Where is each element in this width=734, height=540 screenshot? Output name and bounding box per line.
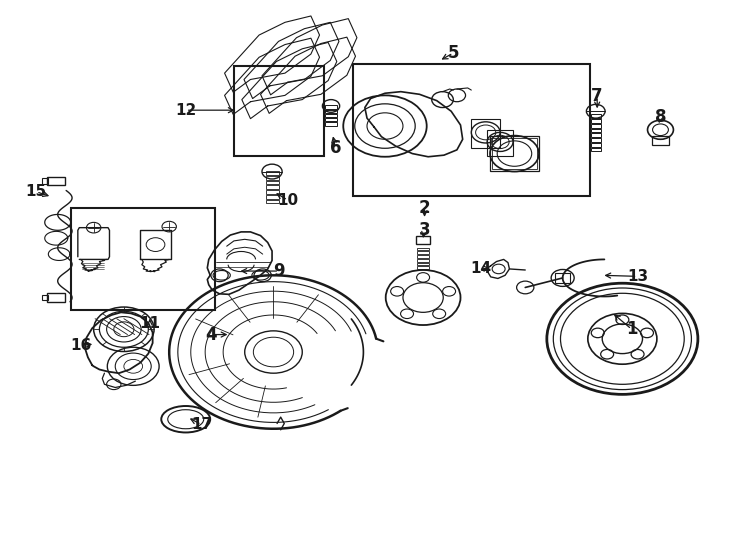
Bar (266, 180, 278, 184)
Bar (591, 133, 600, 137)
Text: 14: 14 (470, 261, 491, 276)
Bar (652, 136, 669, 145)
Bar (493, 138, 537, 170)
Bar (325, 110, 337, 113)
Bar (47, 293, 65, 302)
Text: 15: 15 (26, 184, 47, 199)
Bar (591, 129, 600, 132)
Bar (591, 124, 600, 127)
Bar (591, 148, 600, 151)
Text: 17: 17 (191, 417, 212, 432)
Bar (266, 171, 278, 175)
Bar (418, 262, 429, 265)
Bar (266, 190, 278, 194)
Text: 4: 4 (205, 326, 217, 343)
Bar (325, 105, 337, 109)
Text: 10: 10 (277, 193, 299, 208)
Text: 6: 6 (330, 139, 341, 157)
Bar (418, 252, 429, 254)
Text: 1: 1 (626, 320, 637, 338)
Bar (418, 266, 429, 269)
Text: 11: 11 (139, 316, 160, 332)
Bar (325, 123, 337, 125)
Text: 2: 2 (418, 199, 430, 217)
Bar (325, 114, 337, 117)
Bar (418, 248, 429, 251)
Text: 5: 5 (448, 44, 459, 62)
Bar (42, 295, 48, 300)
Bar (471, 119, 500, 148)
Text: 7: 7 (592, 87, 603, 105)
Bar (266, 200, 278, 204)
Bar (234, 66, 324, 156)
Text: 8: 8 (655, 107, 666, 125)
Bar (591, 119, 600, 123)
Bar (70, 207, 214, 309)
Text: 16: 16 (70, 338, 91, 353)
Text: 3: 3 (418, 221, 430, 239)
Bar (418, 259, 429, 261)
Text: 12: 12 (175, 103, 197, 118)
Bar (418, 255, 429, 258)
Bar (325, 118, 337, 122)
Bar (591, 114, 600, 118)
Text: 9: 9 (274, 262, 285, 280)
Bar (47, 177, 65, 185)
Bar (266, 176, 278, 179)
Bar (591, 138, 600, 142)
Bar (556, 273, 570, 283)
Bar (42, 178, 48, 184)
Text: 13: 13 (627, 269, 648, 284)
Bar (266, 185, 278, 189)
Bar (490, 136, 539, 171)
Bar (487, 130, 513, 156)
Bar (352, 64, 590, 196)
Bar (591, 143, 600, 147)
Bar (266, 195, 278, 199)
Bar (416, 236, 430, 244)
